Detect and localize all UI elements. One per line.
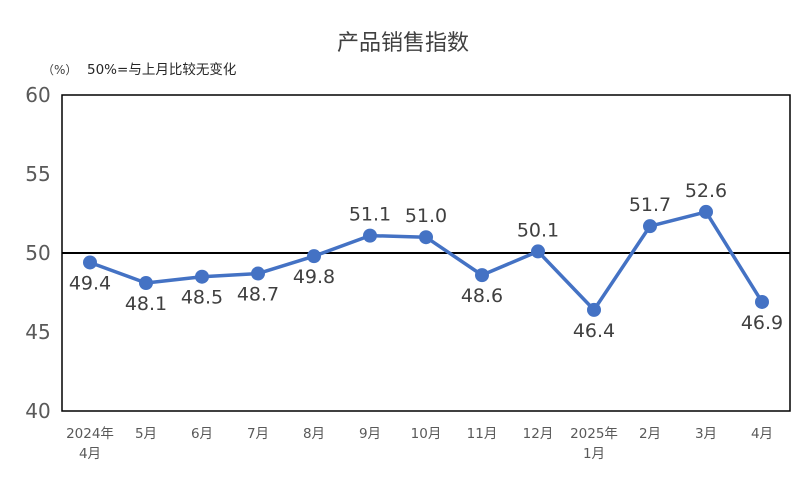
x-tick-label: 12月 (523, 426, 554, 442)
data-label: 51.7 (629, 194, 671, 216)
x-tick-label: 2025年 1月 (570, 426, 618, 462)
x-tick-label-line: 2025年 (570, 426, 618, 442)
x-tick-label-line: 6月 (191, 426, 213, 442)
data-point (475, 268, 489, 283)
x-tick-label-line: 9月 (359, 426, 381, 442)
data-point (587, 302, 601, 317)
data-point (699, 204, 713, 219)
x-tick-label: 2024年 4月 (66, 426, 114, 462)
y-axis-ticks: 40 45 50 55 60 (25, 83, 50, 423)
x-tick-label: 9月 (359, 426, 381, 442)
x-tick-label: 10月 (411, 426, 442, 442)
x-tick-label-line: 3月 (695, 426, 717, 442)
data-point (643, 219, 657, 234)
x-tick-label: 8月 (303, 426, 325, 442)
x-tick-label-line: 10月 (411, 426, 442, 442)
data-label: 49.8 (293, 266, 335, 288)
data-label: 51.0 (405, 205, 447, 227)
data-label: 52.6 (685, 180, 727, 202)
y-tick-label-40: 40 (25, 399, 50, 423)
data-point (363, 228, 377, 243)
series-layer (83, 204, 769, 317)
x-tick-label: 4月 (751, 426, 773, 442)
data-point (419, 230, 433, 245)
y-tick-label-50: 50 (25, 241, 50, 265)
data-point (83, 255, 97, 270)
data-point (531, 244, 545, 259)
y-axis-unit: （%） (42, 63, 77, 77)
x-tick-label: 6月 (191, 426, 213, 442)
x-tick-label-line: 2月 (639, 426, 661, 442)
data-point (251, 266, 265, 281)
x-tick-label: 7月 (247, 426, 269, 442)
data-label: 48.1 (125, 293, 167, 315)
data-label: 51.1 (349, 204, 391, 226)
data-label: 49.4 (69, 272, 111, 294)
x-tick-label-line: 4月 (751, 426, 773, 442)
data-label: 48.6 (461, 285, 503, 307)
y-tick-label-55: 55 (25, 162, 50, 186)
data-label: 46.9 (741, 312, 783, 334)
x-tick-label-line: 1月 (583, 446, 605, 462)
data-label: 48.5 (181, 287, 223, 309)
y-tick-label-60: 60 (25, 83, 50, 107)
reference-note: 50%=与上月比较无变化 (87, 62, 236, 78)
data-label: 48.7 (237, 284, 279, 306)
x-tick-label: 5月 (135, 426, 157, 442)
x-axis-ticks: 2024年 4月 5月 6月 7月 8月 9月 10月 11月 12月 2025年 1月 2月 3月 4月 (66, 426, 773, 462)
x-tick-label-line: 7月 (247, 426, 269, 442)
x-tick-label-line: 11月 (467, 426, 498, 442)
data-labels: 49.4 48.1 48.5 48.7 49.8 51.1 51.0 48.6 50.1 46.4… (69, 180, 783, 342)
x-tick-label-line: 8月 (303, 426, 325, 442)
x-tick-label-line: 12月 (523, 426, 554, 442)
y-tick-label-45: 45 (25, 320, 50, 344)
chart-title: 产品销售指数 (337, 31, 469, 56)
x-tick-label: 2月 (639, 426, 661, 442)
x-tick-label: 11月 (467, 426, 498, 442)
data-point (195, 269, 209, 284)
data-label: 50.1 (517, 219, 559, 241)
x-tick-label-line: 5月 (135, 426, 157, 442)
data-point (755, 294, 769, 309)
data-label: 46.4 (573, 320, 615, 342)
x-tick-label-line: 4月 (79, 446, 101, 462)
data-point (307, 249, 321, 264)
data-point (139, 276, 153, 291)
x-tick-label: 3月 (695, 426, 717, 442)
x-tick-label-line: 2024年 (66, 426, 114, 442)
